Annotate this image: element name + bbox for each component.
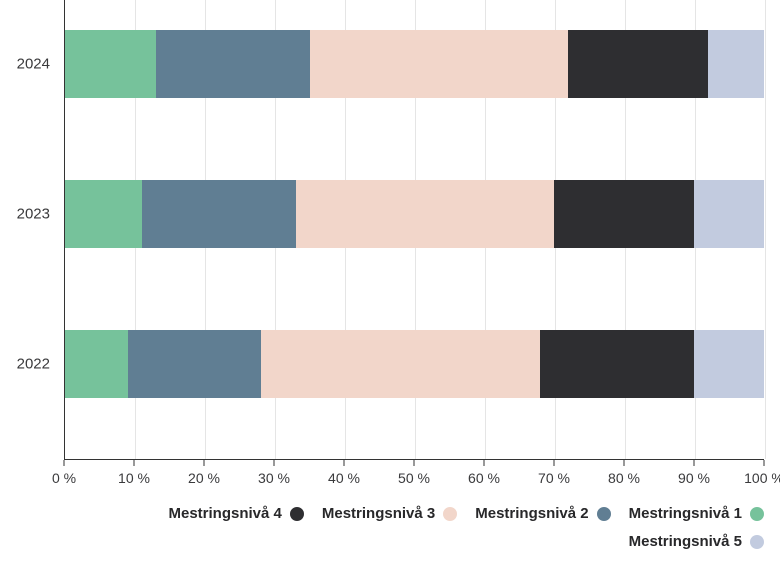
x-tick-mark [484, 460, 485, 466]
bar-segment-m3 [310, 30, 569, 98]
x-tick-label: 50 % [398, 470, 430, 486]
x-tick-label: 30 % [258, 470, 290, 486]
legend: Mestringsnivå 4 Mestringsnivå 3 Mestringsn… [64, 500, 764, 556]
legend-line: Mestringsnivå 5 [64, 528, 764, 556]
x-tick-mark [274, 460, 275, 466]
legend-item: Mestringsnivå 4 [169, 500, 304, 528]
x-tick-label: 10 % [118, 470, 150, 486]
x-tick-label: 40 % [328, 470, 360, 486]
legend-item: Mestringsnivå 3 [322, 500, 457, 528]
x-tick-mark [414, 460, 415, 466]
y-axis-label: 2022 [0, 356, 50, 373]
y-axis-label: 2024 [0, 56, 50, 73]
legend-item: Mestringsnivå 2 [475, 500, 610, 528]
bar-segment-m1 [65, 30, 156, 98]
legend-swatch [443, 507, 457, 521]
bar-row [65, 30, 764, 98]
legend-item: Mestringsnivå 1 [629, 500, 764, 528]
bar-segment-m3 [261, 330, 541, 398]
y-axis-label: 2023 [0, 206, 50, 223]
bar-segment-m4 [540, 330, 694, 398]
bar-row [65, 180, 764, 248]
x-tick-label: 90 % [678, 470, 710, 486]
legend-line: Mestringsnivå 4 Mestringsnivå 3 Mestringsn… [64, 500, 764, 528]
stacked-bar-chart: Mestringsnivå 4 Mestringsnivå 3 Mestringsn… [0, 0, 780, 562]
legend-label: Mestringsnivå 1 [629, 500, 742, 528]
x-tick-mark [64, 460, 65, 466]
bar-segment-m2 [142, 180, 296, 248]
legend-label: Mestringsnivå 5 [629, 528, 742, 556]
bar-segment-m5 [708, 30, 764, 98]
grid-line [765, 0, 766, 459]
legend-swatch [750, 535, 764, 549]
x-tick-label: 60 % [468, 470, 500, 486]
legend-swatch [597, 507, 611, 521]
x-tick-label: 70 % [538, 470, 570, 486]
x-tick-mark [764, 460, 765, 466]
bar-segment-m3 [296, 180, 555, 248]
legend-label: Mestringsnivå 4 [169, 500, 282, 528]
x-tick-mark [624, 460, 625, 466]
bar-segment-m5 [694, 180, 764, 248]
x-tick-label: 0 % [52, 470, 76, 486]
legend-item: Mestringsnivå 5 [629, 528, 764, 556]
bar-segment-m1 [65, 180, 142, 248]
bar-row [65, 330, 764, 398]
bar-segment-m4 [554, 180, 694, 248]
bar-segment-m5 [694, 330, 764, 398]
x-tick-mark [694, 460, 695, 466]
x-tick-mark [344, 460, 345, 466]
legend-label: Mestringsnivå 2 [475, 500, 588, 528]
legend-swatch [290, 507, 304, 521]
plot-area [64, 0, 764, 460]
x-tick-mark [554, 460, 555, 466]
legend-label: Mestringsnivå 3 [322, 500, 435, 528]
x-tick-label: 80 % [608, 470, 640, 486]
x-tick-label: 100 % [744, 470, 780, 486]
bar-segment-m2 [128, 330, 261, 398]
x-tick-label: 20 % [188, 470, 220, 486]
bar-segment-m4 [568, 30, 708, 98]
x-tick-mark [204, 460, 205, 466]
legend-swatch [750, 507, 764, 521]
x-tick-mark [134, 460, 135, 466]
bar-segment-m1 [65, 330, 128, 398]
bar-segment-m2 [156, 30, 310, 98]
